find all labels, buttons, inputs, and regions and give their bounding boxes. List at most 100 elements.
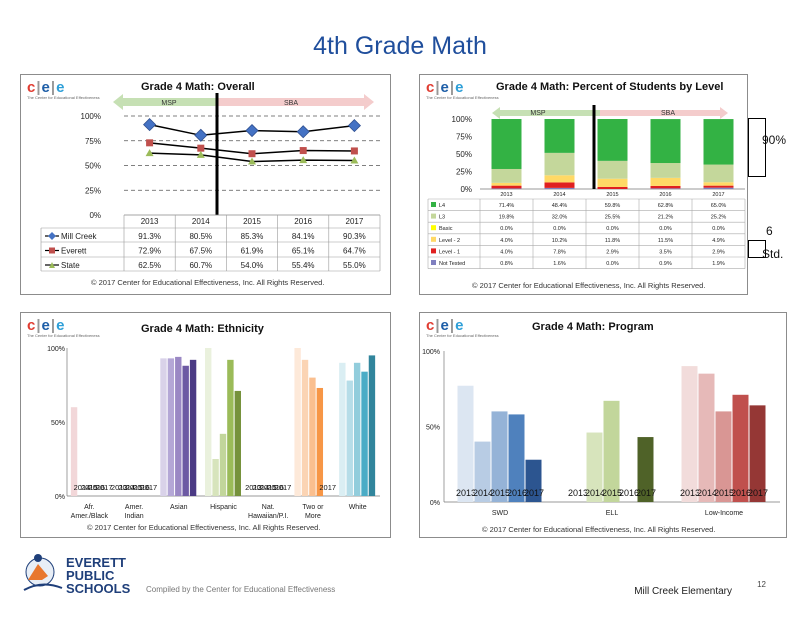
- bar-year-label: 2016: [507, 488, 527, 498]
- slide-title: 4th Grade Math: [313, 32, 487, 60]
- state-point: [350, 156, 359, 164]
- data-label: 67.5%: [189, 247, 212, 256]
- bar-year-label: 2017: [748, 488, 768, 498]
- overall-line-chart: MSP SBA 0% 25% 50% 75% 100% 2013 2014 2015 2016 201…: [40, 93, 381, 272]
- sba-label: SBA: [661, 110, 675, 117]
- x-group-label: White: [349, 504, 367, 511]
- group-bar: [219, 433, 227, 496]
- data-label: 55.0%: [343, 261, 366, 270]
- overall-chart-title: Grade 4 Math: Overall: [141, 81, 255, 93]
- group-bar: [603, 400, 620, 502]
- level-bar-segment: [544, 182, 575, 188]
- level-bar-segment: [703, 164, 734, 183]
- x-group-label: Afr.: [84, 504, 95, 511]
- logo-subtitle: The Center for Educational Effectiveness: [27, 333, 100, 338]
- group-bar: [698, 373, 715, 502]
- program-copyright: © 2017 Center for Educational Effectiven…: [482, 525, 716, 534]
- bar-year-label: 2016: [267, 483, 284, 492]
- x-group-label: Asian: [170, 504, 188, 511]
- bar-year-label: 2013: [245, 483, 262, 492]
- x-tick-label: 2014: [553, 192, 565, 198]
- bar-year-label: 2017: [141, 483, 158, 492]
- logo-subtitle: The Center for Educational Effectiveness: [426, 333, 499, 338]
- levels-chart-title: Grade 4 Math: Percent of Students by Lev…: [496, 81, 724, 93]
- legend-label: Not Tested: [439, 261, 465, 267]
- x-tick-label: 2015: [243, 217, 261, 226]
- data-label: 11.5%: [658, 238, 673, 244]
- legend-label: Level - 1: [439, 249, 460, 255]
- data-label: 2.9%: [712, 249, 725, 255]
- level-bar-segment: [703, 182, 734, 186]
- group-bar: [70, 407, 78, 496]
- group-bar: [234, 390, 241, 496]
- data-label: 80.5%: [189, 232, 212, 241]
- data-label: 11.8%: [605, 238, 620, 244]
- levels-stacked-bar-chart: MSP SBA 0% 25% 50% 75% 100% 2013 2014 2015 2016 201…: [427, 105, 746, 269]
- data-label: 1.9%: [712, 261, 725, 267]
- y-tick-label: 25%: [85, 186, 101, 195]
- district-name: EVERETT PUBLIC SCHOOLS: [66, 555, 131, 596]
- data-label: 4.0%: [500, 238, 513, 244]
- group-bar: [637, 437, 654, 502]
- y-tick-label: 25%: [456, 168, 472, 177]
- x-tick-label: 2013: [141, 217, 159, 226]
- data-label: 7.8%: [553, 249, 566, 255]
- data-label: 19.8%: [499, 215, 515, 221]
- level-bar-segment: [703, 187, 734, 189]
- bar-year-label: 2015: [490, 488, 510, 498]
- bar-year-label: 2013: [456, 488, 476, 498]
- logo-subtitle: The Center for Educational Effectiveness: [27, 95, 100, 100]
- data-label: 25.2%: [711, 215, 727, 221]
- state-point: [248, 157, 256, 165]
- data-label: 62.5%: [138, 261, 161, 270]
- bar-year-label: 2016: [88, 483, 105, 492]
- msp-label: MSP: [530, 110, 546, 117]
- level-bar-segment: [703, 185, 734, 188]
- level-bar-segment: [650, 185, 681, 189]
- level-bar-segment: [491, 119, 522, 169]
- legend-swatch: [431, 213, 436, 219]
- logo-subtitle: The Center for Educational Effectiveness: [426, 95, 499, 100]
- data-label: 55.4%: [292, 261, 315, 270]
- group-bar: [368, 355, 376, 496]
- bar-year-label: 2017: [275, 483, 292, 492]
- overall-panel: c|e|e The Center for Educational Effecti…: [20, 74, 391, 295]
- note-box-bottom: [748, 240, 766, 258]
- msp-arrow: [492, 107, 600, 119]
- data-label: 0.0%: [606, 261, 619, 267]
- mill-creek-point: [296, 125, 310, 139]
- cee-logo: c|e|e: [426, 79, 465, 96]
- group-bar: [732, 394, 749, 502]
- group-bar: [508, 414, 525, 502]
- y-tick-label: 0%: [460, 185, 472, 194]
- legend-marker: [48, 232, 56, 240]
- mill-creek-point: [143, 118, 157, 132]
- bar-year-label: 2013: [568, 488, 588, 498]
- bar-year-label: 2015: [81, 483, 98, 492]
- x-group-label: More: [305, 513, 321, 520]
- bar-year-label: 2015: [260, 483, 277, 492]
- group-bar: [189, 359, 197, 496]
- data-label: 90.3%: [343, 232, 366, 241]
- legend-swatch: [431, 260, 436, 265]
- x-tick-label: 2016: [294, 217, 312, 226]
- legend-swatch: [431, 225, 436, 231]
- level-bar-segment: [544, 187, 575, 189]
- data-label: 59.8%: [605, 203, 621, 209]
- bar-year-label: 2017: [524, 488, 544, 498]
- group-bar: [749, 405, 766, 502]
- y-tick-label: 100%: [81, 112, 101, 121]
- data-label: 60.7%: [189, 261, 212, 270]
- mill-creek-point: [245, 123, 259, 138]
- x-group-label: Nat.: [262, 504, 275, 511]
- bar-year-label: 2014: [252, 483, 269, 492]
- msp-band: [123, 98, 217, 106]
- group-bar: [346, 380, 353, 496]
- x-tick-label: 2015: [606, 192, 618, 198]
- data-label: 2.9%: [606, 249, 619, 255]
- x-tick-label: 2014: [192, 217, 210, 226]
- group-bar: [586, 432, 603, 502]
- y-tick-label: 0%: [430, 500, 440, 507]
- state-point: [196, 150, 205, 158]
- data-label: 85.3%: [241, 232, 264, 241]
